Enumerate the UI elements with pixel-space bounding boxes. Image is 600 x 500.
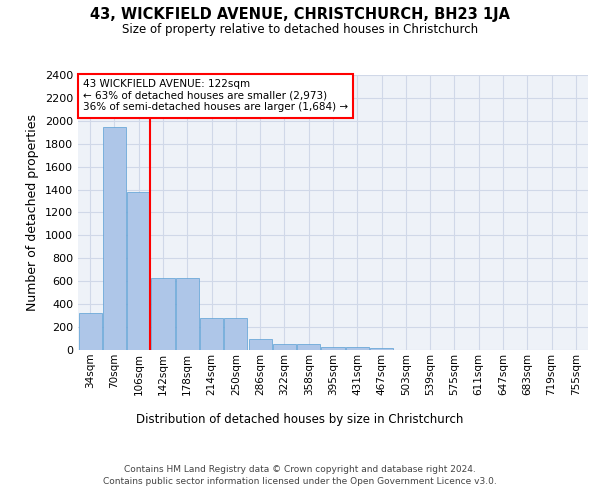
Bar: [151, 278, 175, 350]
Bar: [297, 344, 320, 350]
Bar: [248, 338, 272, 350]
Bar: [273, 344, 296, 350]
Bar: [322, 346, 344, 350]
Bar: [176, 278, 199, 350]
Text: Size of property relative to detached houses in Christchurch: Size of property relative to detached ho…: [122, 22, 478, 36]
Text: Contains HM Land Registry data © Crown copyright and database right 2024.: Contains HM Land Registry data © Crown c…: [124, 465, 476, 474]
Text: 43, WICKFIELD AVENUE, CHRISTCHURCH, BH23 1JA: 43, WICKFIELD AVENUE, CHRISTCHURCH, BH23…: [90, 8, 510, 22]
Bar: [370, 348, 393, 350]
Y-axis label: Number of detached properties: Number of detached properties: [26, 114, 40, 311]
Text: Distribution of detached houses by size in Christchurch: Distribution of detached houses by size …: [136, 412, 464, 426]
Bar: [127, 192, 150, 350]
Bar: [224, 318, 247, 350]
Bar: [103, 126, 126, 350]
Bar: [79, 314, 101, 350]
Text: Contains public sector information licensed under the Open Government Licence v3: Contains public sector information licen…: [103, 478, 497, 486]
Bar: [346, 346, 369, 350]
Bar: [200, 318, 223, 350]
Text: 43 WICKFIELD AVENUE: 122sqm
← 63% of detached houses are smaller (2,973)
36% of : 43 WICKFIELD AVENUE: 122sqm ← 63% of det…: [83, 79, 348, 112]
